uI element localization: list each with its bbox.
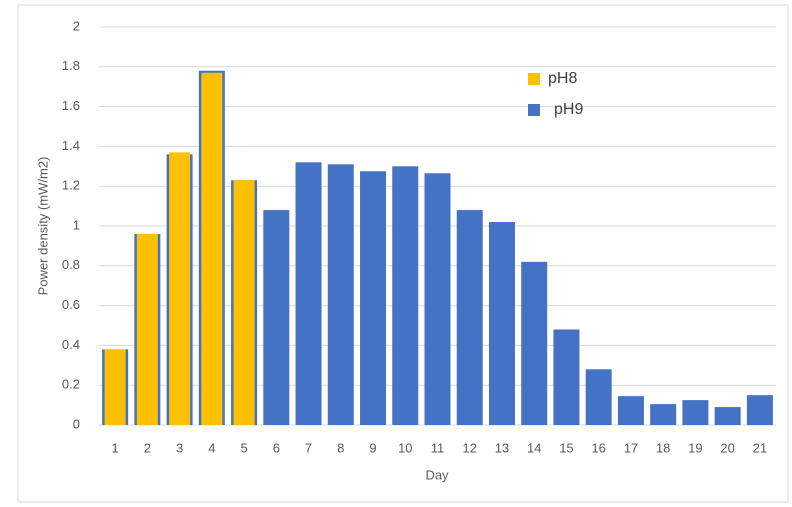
x-tick-label: 16: [591, 440, 605, 455]
y-axis-title: Power density (mW/m2): [35, 157, 50, 296]
legend-swatch: [528, 73, 540, 85]
bar: [233, 180, 255, 425]
y-tick-label: 0.2: [62, 377, 80, 392]
x-tick-label: 11: [431, 440, 445, 455]
bar: [295, 162, 322, 425]
bar: [617, 396, 644, 425]
legend-label: pH9: [554, 101, 583, 118]
bar: [585, 369, 612, 425]
x-tick-label: 18: [656, 440, 670, 455]
x-tick-label: 8: [337, 440, 344, 455]
x-tick-label: 1: [112, 440, 119, 455]
bar: [488, 222, 515, 425]
y-tick-label: 0.8: [62, 257, 80, 272]
legend-swatch: [528, 104, 540, 116]
bar: [714, 407, 741, 425]
y-tick-label: 1.4: [62, 138, 80, 153]
x-tick-label: 15: [559, 440, 573, 455]
y-tick-label: 1.6: [62, 98, 80, 113]
bar: [746, 395, 773, 425]
bar: [327, 164, 354, 425]
bar: [521, 261, 548, 425]
x-tick-label: 2: [144, 440, 151, 455]
bar: [263, 210, 290, 425]
legend-label: pH8: [548, 70, 577, 87]
bar: [392, 166, 419, 426]
bar: [201, 72, 223, 426]
y-tick-label: 1.2: [62, 178, 80, 193]
x-tick-label: 21: [753, 440, 767, 455]
x-tick-label: 19: [688, 440, 702, 455]
x-axis-title: Day: [425, 467, 449, 482]
y-tick-label: 0: [73, 416, 80, 431]
x-tick-label: 12: [463, 440, 477, 455]
x-tick-label: 13: [495, 440, 509, 455]
x-tick-label: 20: [720, 440, 734, 455]
bar: [456, 210, 483, 425]
x-tick-label: 5: [240, 440, 247, 455]
x-tick-label: 14: [527, 440, 541, 455]
y-tick-label: 1.8: [62, 58, 80, 73]
bar: [650, 404, 677, 425]
bar: [104, 349, 126, 425]
bar: [553, 329, 580, 425]
x-tick-label: 3: [176, 440, 183, 455]
y-tick-label: 2: [73, 18, 80, 33]
y-tick-label: 1: [73, 217, 80, 232]
x-tick-label: 6: [273, 440, 280, 455]
y-tick-label: 0.6: [62, 297, 80, 312]
y-tick-label: 0.4: [62, 337, 80, 352]
bar: [682, 400, 709, 425]
bar: [169, 152, 191, 425]
x-tick-label: 10: [398, 440, 412, 455]
bar: [136, 233, 158, 425]
x-tick-label: 9: [369, 440, 376, 455]
bar: [360, 171, 387, 425]
x-tick-label: 4: [208, 440, 215, 455]
x-tick-label: 7: [305, 440, 312, 455]
bar: [424, 173, 451, 425]
x-tick-label: 17: [624, 440, 638, 455]
